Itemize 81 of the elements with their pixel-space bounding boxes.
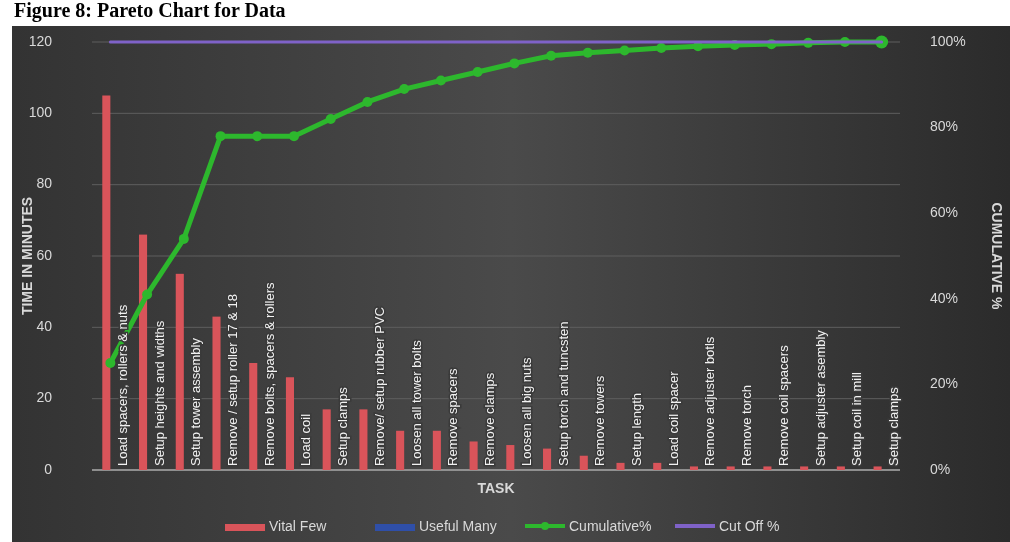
x-tick-label: Setup heights and widths [151, 320, 167, 466]
x-tick-label: Loosen all tower bolts [408, 339, 424, 466]
legend-label: Cumulative% [569, 517, 652, 534]
bar [763, 466, 772, 470]
y2-tick-label: 60% [930, 203, 959, 220]
bar [285, 377, 294, 470]
y-tick-label: 80 [36, 175, 53, 192]
point [362, 96, 373, 107]
x-tick-label: Setup torch and tuncsten [555, 321, 571, 466]
bar [212, 316, 221, 470]
bar [469, 441, 478, 470]
bar [506, 445, 515, 470]
x-tick-label: Remove towers [592, 375, 608, 466]
y-tick-label: 120 [28, 32, 53, 49]
y2-tick-label: 0% [930, 460, 951, 477]
x-tick-label: Load spacers, rollers & nuts [114, 304, 130, 466]
point [105, 358, 116, 368]
x-axis-title: TASK [477, 480, 515, 496]
legend-label: Vital Few [269, 517, 328, 534]
x-tick-label: Loosen all big nuts [518, 357, 534, 466]
y2-tick-label: 20% [930, 375, 959, 392]
point [215, 131, 226, 142]
bar [175, 273, 184, 470]
point [325, 114, 336, 125]
x-tick-label: Remove spacers [445, 367, 461, 466]
y2-axis-title: CUMULATIVE % [989, 202, 1005, 311]
bar [579, 455, 588, 470]
x-tick-label: Remove bolts, spacers & rollers [261, 281, 277, 466]
y2-tick-label: 40% [930, 289, 959, 306]
bar [616, 462, 625, 470]
bar [873, 466, 882, 470]
y-tick-label: 40 [36, 318, 53, 335]
x-tick-label: Remove torch [739, 385, 755, 466]
x-tick-label: Remove/ setup rubber PVC [371, 307, 387, 466]
point [435, 75, 446, 86]
bar [322, 409, 331, 470]
point [546, 50, 557, 61]
x-tick-label: Remove clamps [482, 372, 498, 466]
point [656, 42, 667, 53]
point [142, 289, 153, 300]
legend-label: Cut Off % [719, 517, 780, 534]
y-tick-label: 60 [36, 246, 53, 263]
bar [432, 430, 441, 470]
y-tick-label: 100 [28, 104, 53, 121]
x-tick-label: Setup length [628, 392, 644, 466]
x-tick-label: Remove / setup roller 17 & 18 [224, 294, 240, 466]
point [509, 58, 520, 69]
bar [139, 234, 148, 470]
legend-label: Useful Many [419, 517, 497, 534]
bar [726, 466, 735, 470]
bar [359, 409, 368, 470]
point [252, 131, 263, 142]
point [472, 66, 483, 77]
y-tick-label: 20 [36, 389, 53, 406]
x-tick-label: Setup clamps [335, 386, 351, 466]
x-tick-label: Setup clamps [886, 386, 902, 466]
point [178, 233, 189, 244]
x-tick-label: Load coil spacer [665, 370, 681, 466]
y-tick-label: 0 [44, 460, 53, 477]
x-tick-label: Remove adjuster botls [702, 336, 718, 466]
y2-tick-label: 100% [930, 32, 966, 49]
x-tick-label: Load coil [298, 413, 314, 466]
bar [249, 363, 258, 470]
chart-title: Figure 8: Pareto Chart for Data [14, 0, 286, 23]
bar [689, 466, 698, 470]
x-tick-label: Setup adjuster asembly [812, 329, 828, 466]
bar [836, 466, 845, 470]
bar [102, 95, 111, 470]
bar [800, 466, 809, 470]
bar [653, 462, 662, 470]
point [289, 131, 299, 142]
y2-tick-label: 80% [930, 118, 959, 135]
x-tick-label: Remove coil spacers [775, 344, 791, 466]
bar [396, 430, 405, 470]
bar [543, 448, 552, 470]
x-tick-label: Setup tower assembly [188, 337, 204, 466]
point [399, 84, 410, 95]
y-axis-title: TIME IN MINUTES [19, 196, 35, 316]
point [619, 45, 630, 56]
point [582, 47, 593, 58]
x-tick-label: Setup coil in mill [849, 371, 865, 466]
